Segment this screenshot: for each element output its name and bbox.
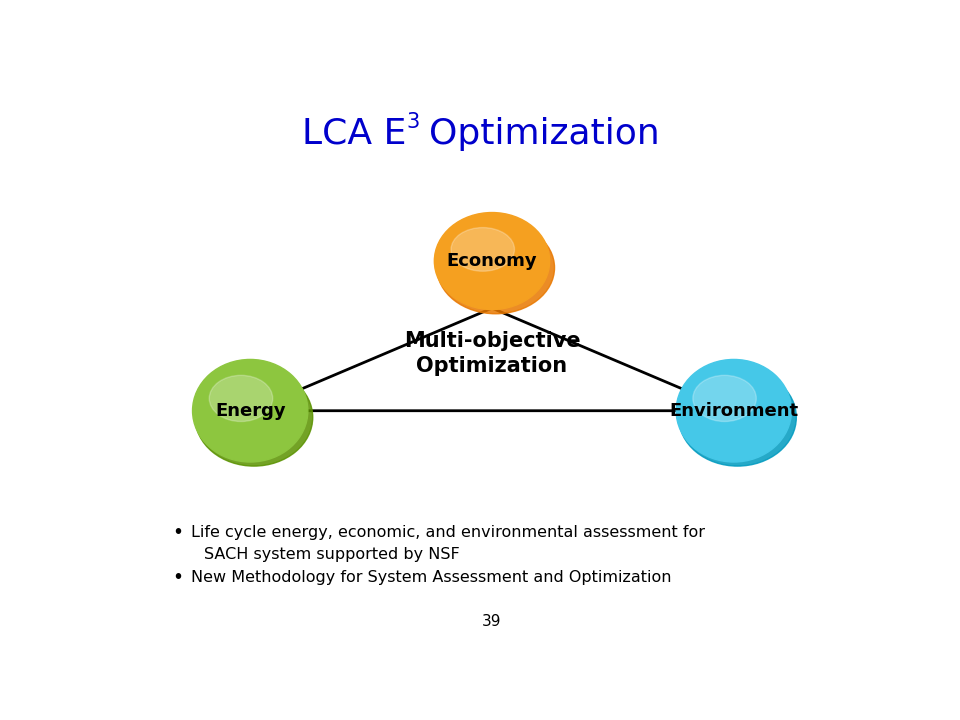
- Ellipse shape: [195, 369, 313, 466]
- Ellipse shape: [451, 228, 515, 271]
- Ellipse shape: [209, 375, 273, 421]
- Text: 3: 3: [406, 112, 420, 132]
- Ellipse shape: [676, 359, 791, 462]
- Ellipse shape: [434, 212, 550, 310]
- Ellipse shape: [679, 369, 797, 466]
- Text: SACH system supported by NSF: SACH system supported by NSF: [204, 547, 460, 562]
- Text: Economy: Economy: [446, 252, 538, 270]
- Text: •: •: [172, 523, 183, 542]
- Text: Optimization: Optimization: [429, 117, 660, 150]
- Text: •: •: [172, 567, 183, 587]
- Text: Energy: Energy: [215, 402, 285, 420]
- Ellipse shape: [193, 359, 308, 462]
- Text: Environment: Environment: [669, 402, 799, 420]
- Text: Life cycle energy, economic, and environmental assessment for: Life cycle energy, economic, and environ…: [191, 525, 705, 540]
- Text: New Methodology for System Assessment and Optimization: New Methodology for System Assessment an…: [191, 570, 671, 585]
- Ellipse shape: [693, 375, 756, 421]
- Text: LCA E: LCA E: [302, 117, 406, 150]
- Text: Multi-objective: Multi-objective: [404, 331, 580, 351]
- Text: 39: 39: [482, 614, 502, 629]
- Ellipse shape: [437, 222, 555, 314]
- Text: Optimization: Optimization: [417, 356, 567, 377]
